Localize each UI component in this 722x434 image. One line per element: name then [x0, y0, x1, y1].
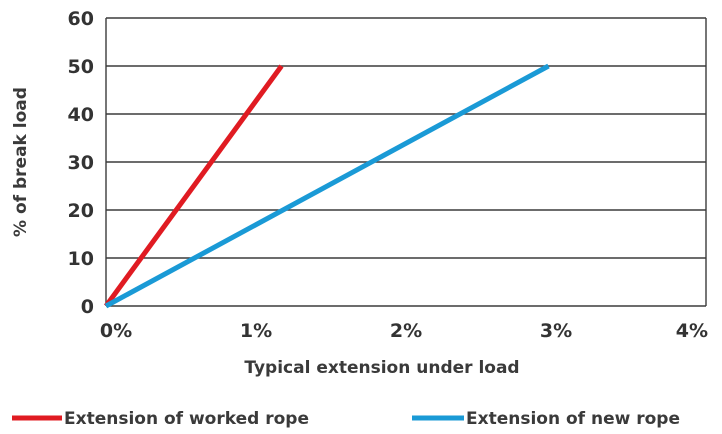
y-tick-label: 60: [68, 8, 94, 30]
legend-label: Extension of new rope: [466, 409, 680, 429]
x-tick-label: 3%: [540, 320, 572, 342]
y-tick-label: 10: [68, 248, 94, 270]
y-tick-label: 30: [68, 152, 94, 174]
y-tick-label: 50: [68, 56, 94, 78]
series-line-new-rope: [104, 63, 550, 309]
series-line-worked-rope: [103, 64, 284, 308]
grid-layer: [106, 17, 706, 307]
x-tick-label: 2%: [390, 320, 422, 342]
series-layer: [103, 63, 550, 309]
x-tick-label: 4%: [676, 320, 708, 342]
legend: Extension of worked rope Extension of new…: [12, 409, 680, 429]
y-axis-title: % of break load: [11, 87, 31, 237]
y-tick-label: 20: [68, 200, 94, 222]
x-axis-title: Typical extension under load: [244, 358, 519, 378]
y-tick-label: 0: [81, 296, 94, 318]
x-tick-label: 0%: [100, 320, 132, 342]
tick-label-layer: 0 10 20 30 40 50 60 0% 1% 2% 3% 4%: [68, 8, 708, 342]
y-tick-label: 40: [68, 104, 94, 126]
x-tick-label: 1%: [240, 320, 272, 342]
legend-label: Extension of worked rope: [64, 409, 309, 429]
axis-layer: [105, 18, 707, 306]
